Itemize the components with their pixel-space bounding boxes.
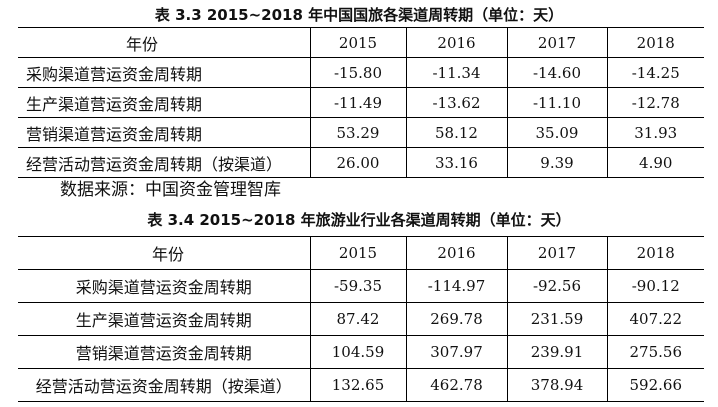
header-cell-2017: 2017 — [506, 27, 607, 58]
table-cell: -59.35 — [309, 269, 406, 303]
row-label: 生产渠道营运资金周转期 — [18, 302, 310, 336]
table-cell: 104.59 — [309, 335, 406, 369]
table-cell: 407.22 — [606, 302, 704, 336]
table-row: 生产渠道营运资金周转期 -11.49 -13.62 -11.10 -12.78 — [18, 87, 704, 118]
table-row: 营销渠道营运资金周转期 53.29 58.12 35.09 31.93 — [18, 117, 704, 148]
table-cell: 31.93 — [606, 117, 704, 148]
header-cell-year-label: 年份 — [126, 34, 159, 54]
table-cell: 58.12 — [405, 117, 507, 148]
header-cell-2018: 2018 — [606, 236, 704, 270]
table-row: 生产渠道营运资金周转期 87.42 269.78 231.59 407.22 — [18, 302, 704, 336]
header-cell-year-label: 年份 — [152, 245, 185, 264]
table-cell: 4.90 — [606, 147, 704, 178]
header-cell-2016: 2016 — [405, 27, 507, 58]
row-label: 生产渠道营运资金周转期 — [18, 87, 310, 118]
table-cell: -90.12 — [606, 269, 704, 303]
table-cell: -12.78 — [606, 87, 704, 118]
table-cell: -14.25 — [606, 57, 704, 88]
row-label: 营销渠道营运资金周转期 — [18, 117, 310, 148]
table-cell: -11.10 — [506, 87, 607, 118]
table-cell: -14.60 — [506, 57, 607, 88]
table-cell: 9.39 — [506, 147, 607, 178]
table-row: 采购渠道营运资金周转期 -15.80 -11.34 -14.60 -14.25 — [18, 57, 704, 88]
header-cell-2016: 2016 — [405, 236, 507, 270]
table-row: 采购渠道营运资金周转期 -59.35 -114.97 -92.56 -90.12 — [18, 269, 704, 303]
table-cell: 26.00 — [309, 147, 406, 178]
table-cell: 239.91 — [506, 335, 607, 369]
table-row: 经营活动营运资金周转期（按渠道） 26.00 33.16 9.39 4.90 — [18, 147, 704, 178]
row-label: 经营活动营运资金周转期（按渠道） — [18, 368, 310, 402]
turnover-table-china-travel: 年份 2015 2016 2017 2018 采购渠道营运资金周转期 -15.8… — [18, 27, 704, 178]
row-label: 经营活动营运资金周转期（按渠道） — [18, 147, 310, 178]
data-source-note: 数据来源：中国资金管理智库 — [60, 180, 281, 200]
table-cell: 592.66 — [606, 368, 704, 402]
table-row: 经营活动营运资金周转期（按渠道） 132.65 462.78 378.94 59… — [18, 368, 704, 402]
header-cell-2018: 2018 — [606, 27, 704, 58]
header-cell-2017: 2017 — [506, 236, 607, 270]
table-cell: 462.78 — [405, 368, 507, 402]
table-cell: 35.09 — [506, 117, 607, 148]
turnover-table-tourism-industry: 年份 2015 2016 2017 2018 采购渠道营运资金周转期 -59.3… — [18, 236, 704, 402]
table-cell: 231.59 — [506, 302, 607, 336]
table-row: 营销渠道营运资金周转期 104.59 307.97 239.91 275.56 — [18, 335, 704, 369]
table-cell: 87.42 — [309, 302, 406, 336]
table-caption-3-3: 表 3.3 2015~2018 年中国国旅各渠道周转期（单位：天） — [154, 6, 564, 24]
table-cell: 269.78 — [405, 302, 507, 336]
table-header-row: 年份 2015 2016 2017 2018 — [18, 27, 704, 58]
row-label: 营销渠道营运资金周转期 — [18, 335, 310, 369]
table-cell: 132.65 — [309, 368, 406, 402]
table-header-row: 年份 2015 2016 2017 2018 — [18, 236, 704, 270]
table-cell: -11.34 — [405, 57, 507, 88]
table-cell: 53.29 — [309, 117, 406, 148]
header-cell-2015: 2015 — [309, 27, 406, 58]
table-cell: 33.16 — [405, 147, 507, 178]
table-cell: -15.80 — [309, 57, 406, 88]
table-cell: -11.49 — [309, 87, 406, 118]
header-cell-2015: 2015 — [309, 236, 406, 270]
row-label: 采购渠道营运资金周转期 — [18, 269, 310, 303]
row-label: 采购渠道营运资金周转期 — [18, 57, 310, 88]
table-cell: -114.97 — [405, 269, 507, 303]
table-cell: 307.97 — [405, 335, 507, 369]
table-cell: -13.62 — [405, 87, 507, 118]
table-cell: 378.94 — [506, 368, 607, 402]
table-caption-3-4: 表 3.4 2015~2018 年旅游业行业各渠道周转期（单位：天） — [147, 211, 571, 229]
table-cell: 275.56 — [606, 335, 704, 369]
table-cell: -92.56 — [506, 269, 607, 303]
